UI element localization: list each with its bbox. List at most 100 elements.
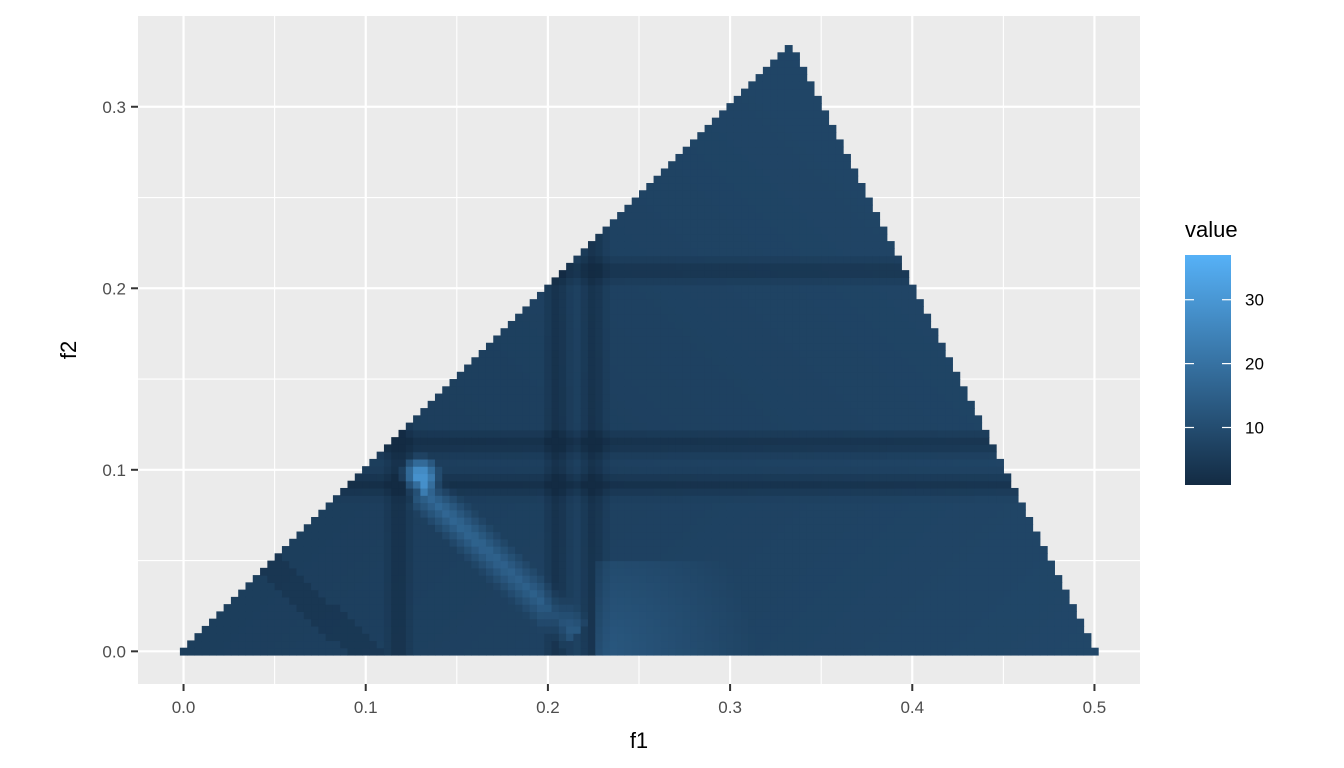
heatmap-cell xyxy=(864,517,873,525)
heatmap-cell xyxy=(391,517,400,525)
heatmap-cell xyxy=(639,422,647,431)
heatmap-cell xyxy=(617,546,626,554)
heatmap-cell xyxy=(821,183,830,191)
heatmap-cell xyxy=(930,575,939,583)
heatmap-cell xyxy=(245,604,254,612)
heatmap-cell xyxy=(908,306,917,315)
heatmap-cell xyxy=(711,458,720,467)
heatmap-cell xyxy=(719,204,728,213)
heatmap-cell xyxy=(799,604,808,612)
heatmap-cell xyxy=(697,560,706,569)
heatmap-cell xyxy=(558,335,567,344)
heatmap-cell xyxy=(704,604,713,612)
heatmap-cell xyxy=(704,357,713,366)
heatmap-cell xyxy=(289,596,298,605)
heatmap-cell xyxy=(631,567,640,576)
heatmap-cell xyxy=(318,538,327,547)
heatmap-cell xyxy=(741,647,749,656)
heatmap-cell xyxy=(748,567,757,576)
heatmap-cell xyxy=(551,596,560,605)
heatmap-cell xyxy=(770,183,779,191)
heatmap-cell xyxy=(733,429,742,438)
heatmap-cell xyxy=(456,553,465,562)
heatmap-cell xyxy=(843,509,851,518)
heatmap-cell xyxy=(762,415,771,424)
heatmap-cell xyxy=(886,342,895,351)
heatmap-cell xyxy=(413,567,421,576)
heatmap-cell xyxy=(639,618,647,627)
heatmap-cell xyxy=(945,575,953,583)
heatmap-cell xyxy=(784,582,793,591)
heatmap-cell xyxy=(799,320,808,329)
heatmap-cell xyxy=(762,437,771,445)
heatmap-cell xyxy=(843,553,851,562)
heatmap-cell xyxy=(595,517,604,525)
heatmap-cell xyxy=(515,509,524,518)
heatmap-cell xyxy=(828,320,837,329)
heatmap-cell xyxy=(245,582,254,591)
heatmap-cell xyxy=(923,640,932,649)
heatmap-cell xyxy=(587,270,596,278)
heatmap-cell xyxy=(741,386,749,395)
heatmap-cell xyxy=(602,313,611,322)
heatmap-cell xyxy=(741,618,749,627)
heatmap-cell xyxy=(704,212,713,220)
heatmap-cell xyxy=(748,117,757,126)
heatmap-cell xyxy=(872,575,881,583)
heatmap-cell xyxy=(201,633,210,642)
heatmap-cell xyxy=(289,604,298,612)
heatmap-cell xyxy=(864,270,873,278)
heatmap-cell xyxy=(697,466,706,475)
heatmap-cell xyxy=(566,509,575,518)
heatmap-cell xyxy=(675,517,684,525)
heatmap-cell xyxy=(332,582,341,591)
heatmap-cell xyxy=(624,233,633,242)
heatmap-cell xyxy=(843,466,851,475)
heatmap-cell xyxy=(682,604,691,612)
heatmap-cell xyxy=(762,153,771,162)
heatmap-cell xyxy=(813,103,822,111)
heatmap-cell xyxy=(660,444,669,453)
heatmap-cell xyxy=(901,480,910,489)
heatmap-cell xyxy=(777,429,786,438)
heatmap-cell xyxy=(806,466,815,475)
heatmap-cell xyxy=(901,567,910,576)
heatmap-cell xyxy=(230,625,239,634)
heatmap-cell xyxy=(252,604,261,612)
heatmap-cell xyxy=(427,604,436,612)
heatmap-cell xyxy=(464,487,472,496)
heatmap-cell xyxy=(806,364,815,373)
heatmap-cell xyxy=(639,408,647,416)
heatmap-cell xyxy=(857,212,866,220)
heatmap-cell xyxy=(894,633,902,642)
heatmap-cell xyxy=(784,161,793,170)
heatmap-cell xyxy=(434,458,443,467)
heatmap-cell xyxy=(857,596,866,605)
heatmap-cell xyxy=(194,640,203,649)
heatmap-cell xyxy=(566,364,575,373)
heatmap-cell xyxy=(413,487,421,496)
heatmap-cell xyxy=(894,408,902,416)
heatmap-cell xyxy=(726,197,735,206)
heatmap-cell xyxy=(668,357,677,366)
heatmap-cell xyxy=(813,146,822,155)
heatmap-cell xyxy=(806,487,815,496)
heatmap-cell xyxy=(668,466,677,475)
heatmap-cell xyxy=(726,299,735,308)
heatmap-cell xyxy=(697,604,706,612)
heatmap-cell xyxy=(908,538,917,547)
heatmap-cell xyxy=(653,582,662,591)
heatmap-cell xyxy=(332,596,341,605)
heatmap-cell xyxy=(857,422,866,431)
heatmap-cell xyxy=(675,204,684,213)
heatmap-cell xyxy=(930,560,939,569)
heatmap-cell xyxy=(471,611,480,620)
heatmap-cell xyxy=(726,291,735,300)
heatmap-cell xyxy=(522,502,531,511)
heatmap-cell xyxy=(303,633,312,642)
heatmap-cell xyxy=(325,596,334,605)
heatmap-cell xyxy=(777,466,786,475)
heatmap-cell xyxy=(631,204,640,213)
heatmap-cell xyxy=(631,466,640,475)
heatmap-cell xyxy=(281,618,290,627)
